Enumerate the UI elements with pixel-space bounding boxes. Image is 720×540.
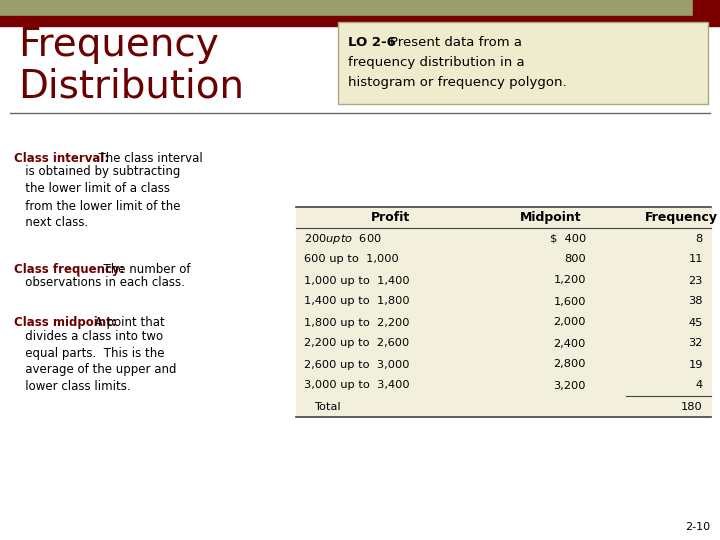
Text: Class midpoint:: Class midpoint: bbox=[14, 316, 117, 329]
Text: Class frequency:: Class frequency: bbox=[14, 263, 125, 276]
Text: 1,200: 1,200 bbox=[554, 275, 586, 286]
Text: 3,000 up to  3,400: 3,000 up to 3,400 bbox=[304, 381, 410, 390]
Text: 2,800: 2,800 bbox=[554, 360, 586, 369]
Text: 600 up to  1,000: 600 up to 1,000 bbox=[304, 254, 399, 265]
Text: frequency distribution in a: frequency distribution in a bbox=[348, 56, 525, 69]
Text: A point that: A point that bbox=[91, 316, 165, 329]
Text: 1,800 up to  2,200: 1,800 up to 2,200 bbox=[304, 318, 410, 327]
Text: 19: 19 bbox=[688, 360, 703, 369]
Text: 32: 32 bbox=[688, 339, 703, 348]
Bar bbox=[296, 207, 711, 417]
Text: The class interval: The class interval bbox=[91, 152, 203, 165]
Text: 23: 23 bbox=[688, 275, 703, 286]
Bar bbox=[0, 0, 720, 16]
Text: 45: 45 bbox=[688, 318, 703, 327]
Text: histogram or frequency polygon.: histogram or frequency polygon. bbox=[348, 76, 567, 89]
Text: 2-10: 2-10 bbox=[685, 522, 710, 532]
Text: 2,000: 2,000 bbox=[554, 318, 586, 327]
Text: Total: Total bbox=[314, 402, 341, 411]
Text: 2,600 up to  3,000: 2,600 up to 3,000 bbox=[304, 360, 410, 369]
Bar bbox=[693, 0, 720, 16]
Text: Profit: Profit bbox=[372, 211, 410, 224]
Text: 2,400: 2,400 bbox=[554, 339, 586, 348]
Text: 800: 800 bbox=[564, 254, 586, 265]
Bar bbox=[0, 16, 720, 26]
Text: $  200 up to $  600: $ 200 up to $ 600 bbox=[304, 232, 382, 246]
Bar bbox=[338, 22, 708, 104]
Text: 1,600: 1,600 bbox=[554, 296, 586, 307]
Text: 1,000 up to  1,400: 1,000 up to 1,400 bbox=[304, 275, 410, 286]
Text: 180: 180 bbox=[681, 402, 703, 411]
Text: LO 2-6: LO 2-6 bbox=[348, 36, 396, 49]
Text: Midpoint: Midpoint bbox=[520, 211, 582, 224]
Text: 8: 8 bbox=[696, 233, 703, 244]
Text: 3,200: 3,200 bbox=[554, 381, 586, 390]
Text: 38: 38 bbox=[688, 296, 703, 307]
Text: Present data from a: Present data from a bbox=[390, 36, 522, 49]
Text: divides a class into two
   equal parts.  This is the
   average of the upper an: divides a class into two equal parts. Th… bbox=[14, 329, 176, 394]
Text: 11: 11 bbox=[688, 254, 703, 265]
Text: is obtained by subtracting
   the lower limit of a class
   from the lower limit: is obtained by subtracting the lower lim… bbox=[14, 165, 181, 230]
Text: 1,400 up to  1,800: 1,400 up to 1,800 bbox=[304, 296, 410, 307]
Text: 2,200 up to  2,600: 2,200 up to 2,600 bbox=[304, 339, 409, 348]
Text: The number of: The number of bbox=[96, 263, 191, 276]
Text: 4: 4 bbox=[696, 381, 703, 390]
Text: observations in each class.: observations in each class. bbox=[14, 276, 185, 289]
Text: Frequency
Distribution: Frequency Distribution bbox=[18, 26, 244, 105]
Text: Class interval:: Class interval: bbox=[14, 152, 109, 165]
Text: Frequency: Frequency bbox=[644, 211, 718, 224]
Text: $  400: $ 400 bbox=[550, 233, 586, 244]
